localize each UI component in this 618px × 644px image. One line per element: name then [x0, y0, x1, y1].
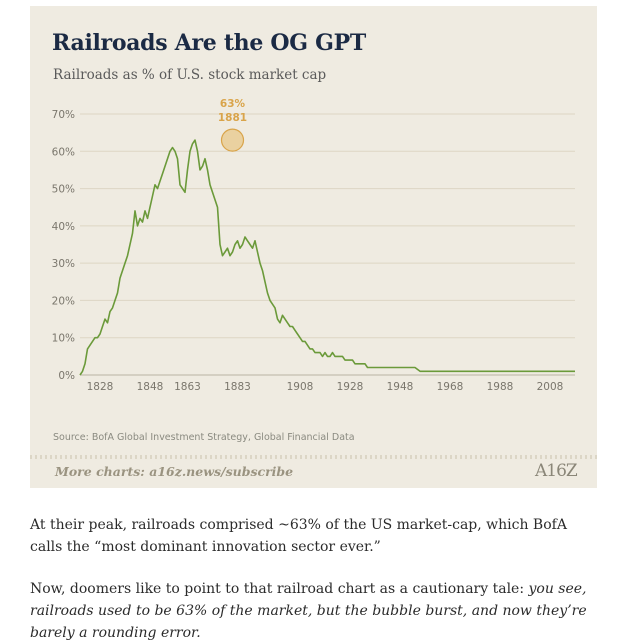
article-paragraph-2-lead: Now, doomers like to point to that railr… — [30, 581, 529, 597]
x-tick-label: 2008 — [537, 381, 564, 393]
divider — [30, 455, 597, 459]
x-tick-label: 1928 — [337, 381, 364, 393]
article-paragraph-1: At their peak, railroads comprised ~63% … — [30, 517, 567, 555]
x-tick-label: 1988 — [487, 381, 514, 393]
x-tick-label: 1908 — [287, 381, 314, 393]
y-tick-label: 70% — [52, 109, 75, 121]
x-tick-label: 1948 — [387, 381, 414, 393]
x-tick-label: 1883 — [224, 381, 251, 393]
y-tick-label: 60% — [52, 146, 75, 158]
peak-year-label: 1881 — [218, 112, 247, 124]
source-note: Source: BofA Global Investment Strategy,… — [53, 432, 355, 443]
series-line — [79, 139, 575, 376]
a16z-logo: A16Z — [535, 461, 578, 481]
y-tick-label: 30% — [52, 258, 75, 270]
article-paragraph-2: Now, doomers like to point to that railr… — [30, 578, 592, 644]
y-tick-label: 20% — [52, 295, 75, 307]
line-chart: 0% 10% 20% 30% 40% 50% 60% 70% 1828 1848 1863 1883 1… — [52, 98, 575, 393]
x-tick-label: 1828 — [87, 381, 114, 393]
y-tick-label: 40% — [52, 221, 75, 233]
chart-card — [30, 6, 597, 488]
y-tick-label: 50% — [52, 184, 75, 196]
y-tick-label: 0% — [58, 370, 75, 382]
y-tick-label: 10% — [52, 333, 75, 345]
x-tick-label: 1848 — [137, 381, 164, 393]
x-tick-label: 1863 — [174, 381, 201, 393]
x-tick-label: 1968 — [437, 381, 464, 393]
peak-value-label: 63% — [220, 98, 246, 110]
peak-highlight-circle — [220, 128, 245, 152]
chart-title: Railroads Are the OG GPT — [52, 30, 366, 56]
more-charts-link[interactable]: More charts: a16z.news/subscribe — [55, 464, 294, 479]
chart-subtitle: Railroads as % of U.S. stock market cap — [53, 67, 327, 83]
